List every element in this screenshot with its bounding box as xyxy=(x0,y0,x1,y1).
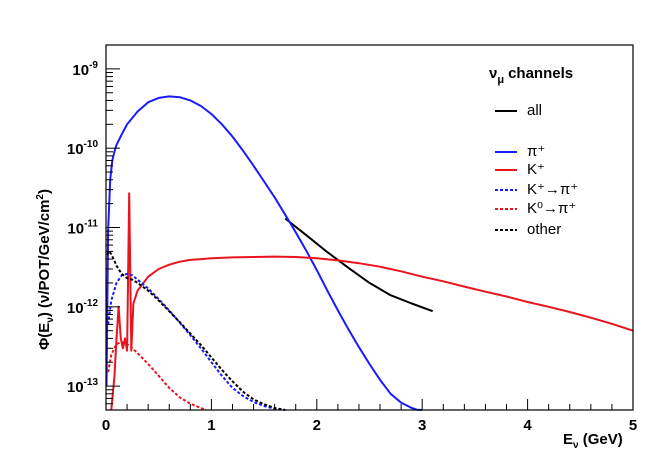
y-tick-label: 10-12 xyxy=(67,298,99,317)
series-line-3 xyxy=(107,272,286,411)
x-tick-label: 2 xyxy=(313,417,321,434)
x-tick-label: 5 xyxy=(629,417,637,434)
series-layer xyxy=(105,95,634,411)
legend-label: π⁺ xyxy=(527,143,545,160)
x-tick-label: 4 xyxy=(523,417,532,434)
legend-label: all xyxy=(527,102,542,119)
y-tick-label: 10-9 xyxy=(72,60,98,79)
legend-label: K⁺ xyxy=(527,161,545,178)
legend: νμ channels all π⁺K⁺ K⁺→π⁺ K⁰→π⁺ other xyxy=(489,65,578,238)
y-tick-label: 10-11 xyxy=(67,219,98,238)
series-line-4 xyxy=(107,341,207,411)
y-tick-label: 10-10 xyxy=(67,139,99,158)
series-line-1 xyxy=(105,95,423,411)
x-tick-label: 0 xyxy=(102,417,110,434)
x-tick-label: 1 xyxy=(207,417,215,434)
series-line-2 xyxy=(110,192,634,411)
x-tick-label: 3 xyxy=(418,417,426,434)
legend-label: other xyxy=(527,221,561,238)
x-axis-title: Eν (GeV) xyxy=(563,431,623,451)
series-line-0 xyxy=(284,217,434,313)
legend-title: νμ channels xyxy=(489,65,573,86)
y-axis-title: Φ(Eν) (ν/POT/GeV/cm2) xyxy=(35,189,56,350)
legend-label: K⁺→π⁺ xyxy=(527,181,578,198)
series-line-5 xyxy=(106,250,286,411)
axis-layer: 0 1 2 3 4 5 10-9 10-10 10-11 10-12 10-13 xyxy=(67,44,637,434)
legend-label: K⁰→π⁺ xyxy=(527,200,576,217)
y-tick-label: 10-13 xyxy=(67,377,99,396)
